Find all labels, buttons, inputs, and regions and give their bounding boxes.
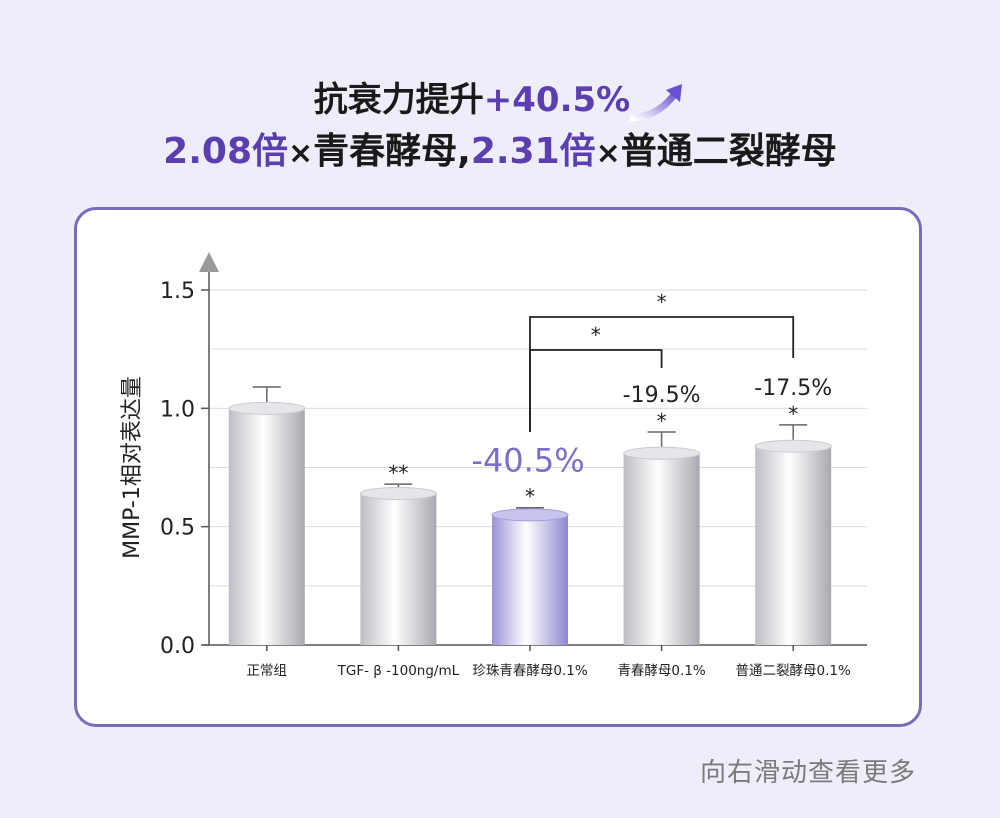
multiplier-1: 2.08倍	[163, 131, 288, 172]
significance-label: **	[388, 461, 408, 485]
times-symbol-1: ×	[288, 136, 314, 171]
bracket-label: *	[657, 290, 667, 314]
bracket-label: *	[591, 323, 601, 347]
bar	[623, 453, 700, 645]
significance-label: *	[525, 485, 535, 509]
bar-top	[491, 508, 569, 522]
headline-line-2: 2.08倍×青春酵母,2.31倍×普通二裂酵母	[0, 122, 1000, 174]
bar	[755, 446, 832, 645]
x-tick-label: 普通二裂酵母0.1%	[736, 663, 851, 679]
significance-bracket	[529, 316, 795, 432]
multiplier-2: 2.31倍	[470, 131, 596, 172]
trend-up-arrow-icon	[628, 82, 686, 122]
y-tick-label: 0.0	[160, 634, 195, 659]
swipe-hint[interactable]: 向右滑动查看更多	[699, 758, 916, 788]
percent-change-label: -19.5%	[623, 383, 701, 408]
bar-top	[359, 487, 437, 501]
y-tick-label: 1.0	[160, 397, 195, 422]
bar-top	[754, 439, 832, 453]
y-axis-arrow-icon	[199, 252, 219, 272]
x-tick-label: 正常组	[247, 663, 287, 679]
chart-card: 0.0 0.5 1.0 1.5 MMP-1相对表达量正常组 TGF- β -100ng/m…	[74, 207, 922, 727]
bar	[228, 408, 305, 645]
significance-label: *	[657, 409, 667, 433]
bar	[492, 514, 568, 645]
percent-change-label: -40.5%	[471, 442, 584, 480]
y-axis-label: MMP-1相对表达量	[120, 376, 145, 559]
headline-text: 抗衰力提升	[313, 80, 484, 120]
y-tick-label: 0.5	[160, 516, 195, 541]
significance-label: *	[788, 402, 798, 426]
bar-top	[228, 401, 306, 415]
y-tick-label: 1.5	[160, 279, 195, 304]
bar	[360, 493, 437, 645]
headline-percent: +40.5%	[483, 80, 631, 120]
x-tick-label: TGF- β -100ng/mL	[337, 663, 460, 679]
compare-2: 普通二裂酵母	[620, 131, 837, 172]
x-tick-label: 珍珠青春酵母0.1%	[472, 663, 587, 679]
percent-change-label: -17.5%	[754, 376, 832, 401]
times-symbol-2: ×	[595, 136, 621, 171]
bar-top	[623, 446, 701, 460]
compare-1: 青春酵母,	[313, 131, 471, 172]
x-tick-label: 青春酵母0.1%	[617, 663, 705, 679]
headline-line-1: 抗衰力提升+40.5%	[0, 72, 1000, 122]
